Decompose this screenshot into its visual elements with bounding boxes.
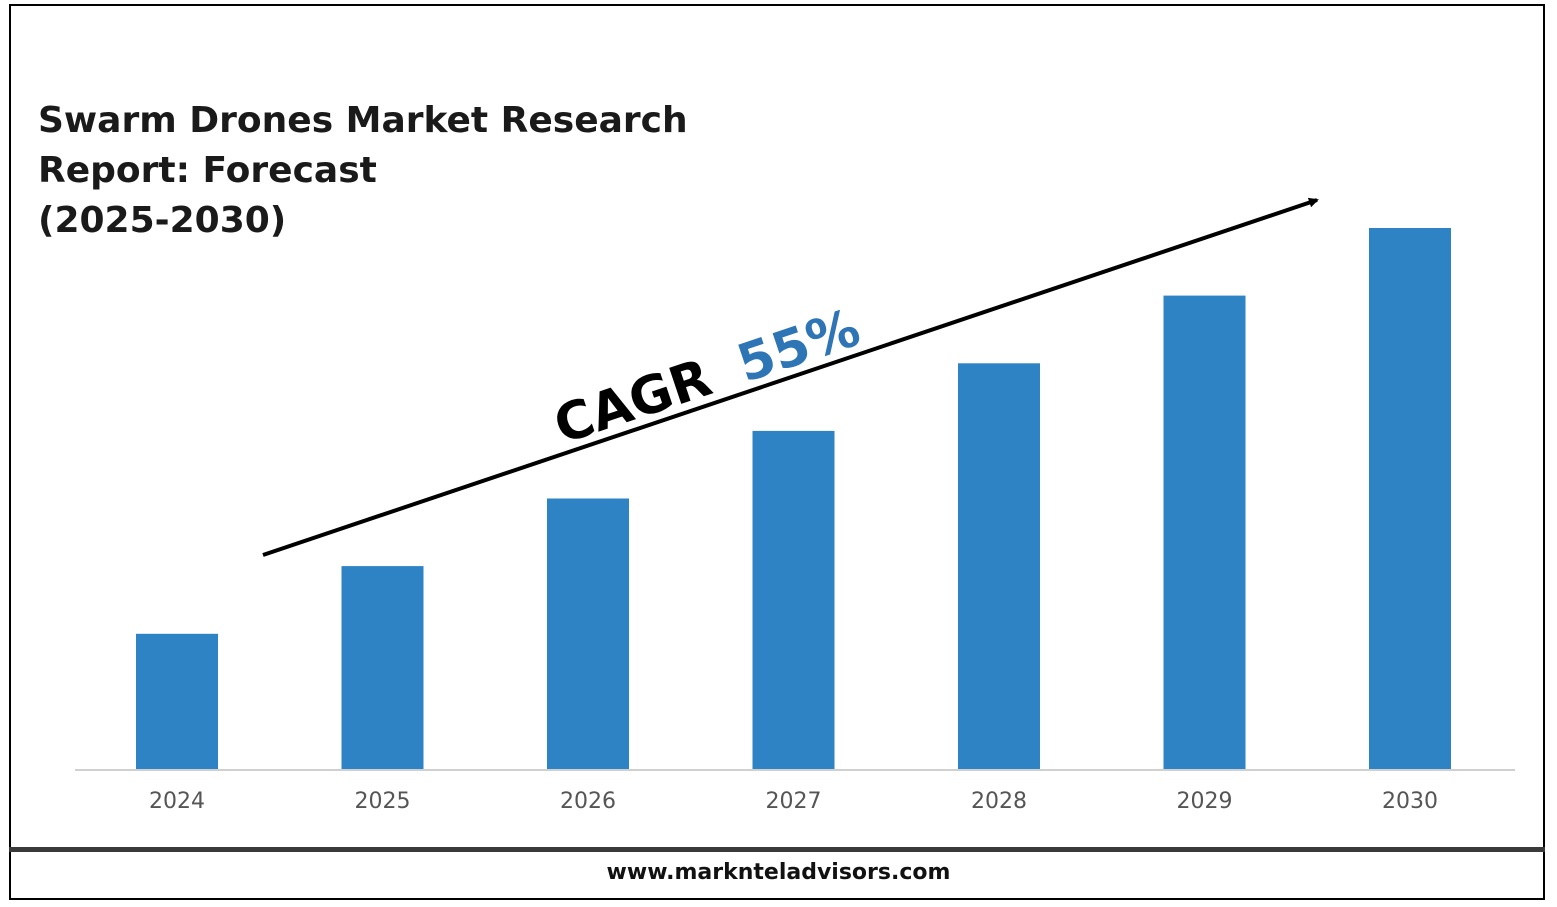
cagr-label: CAGR: [547, 348, 719, 456]
trend-arrow: [262, 197, 1319, 557]
chart-title-line-3: (2025-2030): [38, 200, 287, 241]
x-tick-label-2024: 2024: [149, 789, 205, 814]
bar-2028: [958, 363, 1040, 770]
footer-divider: [9, 847, 1545, 852]
bar-2027: [752, 430, 835, 769]
bar-2025: [341, 566, 424, 769]
chart-title: Swarm Drones Market Research Report: For…: [38, 96, 718, 246]
x-tick-label-2026: 2026: [560, 789, 616, 814]
bar-2026: [547, 498, 629, 769]
x-tick-label-2028: 2028: [971, 789, 1027, 814]
x-tick-label-2029: 2029: [1177, 789, 1233, 814]
x-tick-label-2027: 2027: [766, 789, 822, 814]
x-tick-label-2030: 2030: [1382, 789, 1438, 814]
bar-2029: [1163, 295, 1246, 769]
bars-group: [136, 228, 1451, 770]
bar-2024: [136, 633, 218, 770]
x-tick-label-2025: 2025: [355, 789, 411, 814]
chart-title-line-1: Swarm Drones Market Research: [38, 100, 688, 141]
cagr-value: 55%: [730, 298, 867, 395]
chart-title-line-2: Report: Forecast: [38, 150, 377, 191]
bar-2030: [1369, 228, 1451, 769]
footer-url: www.marknteladvisors.com: [606, 860, 951, 885]
x-tick-labels: 2024 2025 2026 2027 2028 2029 2030: [149, 789, 1438, 814]
